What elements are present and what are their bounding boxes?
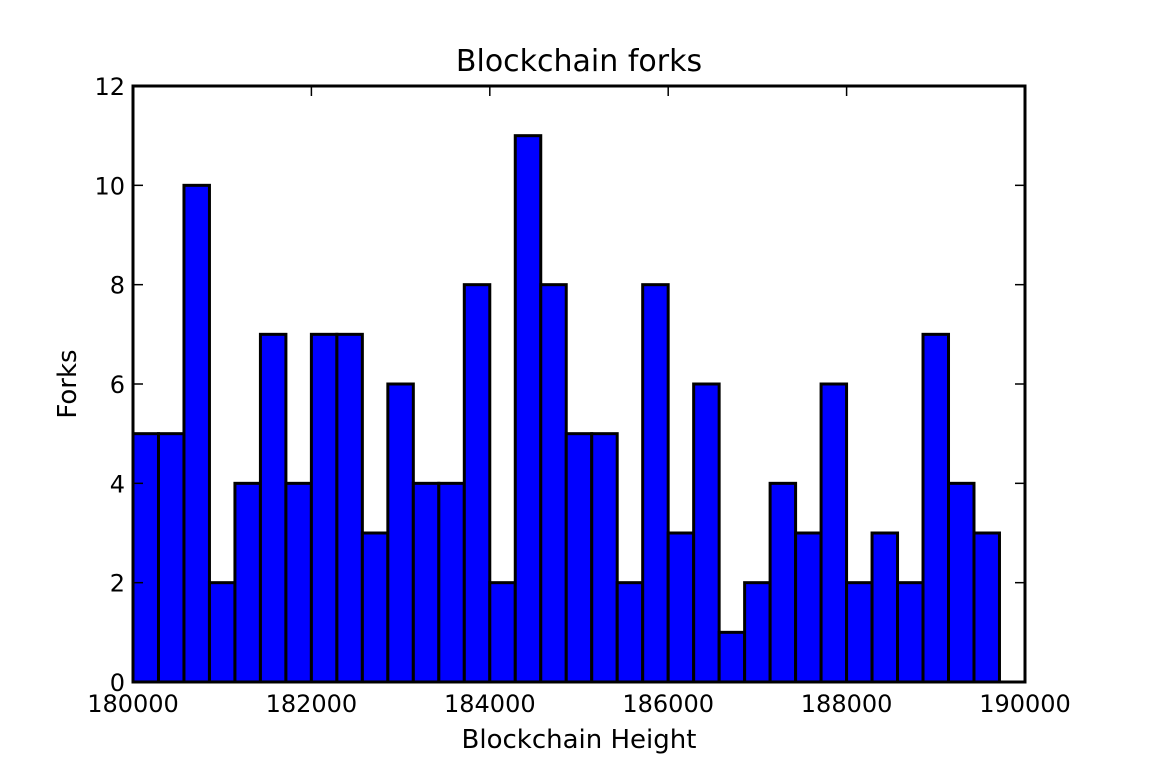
- y-tick-label: 2: [110, 570, 125, 598]
- histogram-bar: [972, 531, 1001, 684]
- histogram-bar: [870, 531, 900, 684]
- y-tick-label: 10: [94, 172, 125, 200]
- y-tick-label: 4: [110, 470, 125, 498]
- y-tick-label: 0: [110, 669, 125, 697]
- histogram-bar: [717, 630, 747, 684]
- histogram-bar: [386, 382, 415, 684]
- histogram-bar: [233, 481, 262, 684]
- histogram-bar: [156, 432, 186, 684]
- y-axis-label: Forks: [53, 349, 83, 418]
- y-tick-label: 6: [110, 371, 125, 399]
- y-tick-label: 8: [110, 272, 125, 300]
- histogram-bar: [819, 382, 849, 684]
- x-tick-label: 182000: [266, 690, 358, 718]
- histogram-bar: [947, 481, 976, 684]
- histogram-bar: [615, 581, 645, 684]
- x-tick-label: 186000: [622, 690, 714, 718]
- x-tick-label: 190000: [979, 690, 1071, 718]
- x-axis-label: Blockchain Height: [462, 725, 697, 755]
- histogram-bar: [921, 332, 951, 684]
- histogram-bar: [488, 581, 517, 684]
- axes-frame: [131, 84, 1027, 684]
- histogram-bar: [539, 283, 568, 684]
- histogram-bar: [411, 481, 441, 684]
- histogram-bar: [666, 531, 696, 684]
- histogram-bar: [258, 332, 288, 684]
- histogram-bar: [462, 283, 492, 684]
- x-tick-label: 180000: [87, 690, 179, 718]
- histogram-bar: [590, 432, 619, 684]
- histogram-bar: [513, 134, 543, 684]
- histogram-bar: [692, 382, 721, 684]
- x-tick-label: 188000: [801, 690, 893, 718]
- histogram-bar: [896, 581, 925, 684]
- histogram-bar: [437, 481, 466, 684]
- histogram-bar: [131, 432, 160, 684]
- histogram-bar: [794, 531, 823, 684]
- histogram-bar: [335, 332, 364, 684]
- histogram-bar: [641, 283, 670, 684]
- y-tick-label: 12: [94, 73, 125, 101]
- histogram-bar: [284, 481, 313, 684]
- bars-group: [131, 134, 1001, 684]
- histogram-bar: [845, 581, 874, 684]
- histogram-bar: [309, 332, 339, 684]
- histogram-bar: [360, 531, 390, 684]
- histogram-bar: [564, 432, 594, 684]
- histogram-bar: [743, 581, 772, 684]
- histogram-bar: [207, 581, 237, 684]
- x-tick-label: 184000: [444, 690, 536, 718]
- chart-title: Blockchain forks: [456, 44, 702, 79]
- histogram-bar: [768, 481, 798, 684]
- ticks-group: 180000 182000 184000 186000 188000 190000 0 2 4 6…: [87, 73, 1071, 718]
- histogram-bar: [182, 183, 211, 684]
